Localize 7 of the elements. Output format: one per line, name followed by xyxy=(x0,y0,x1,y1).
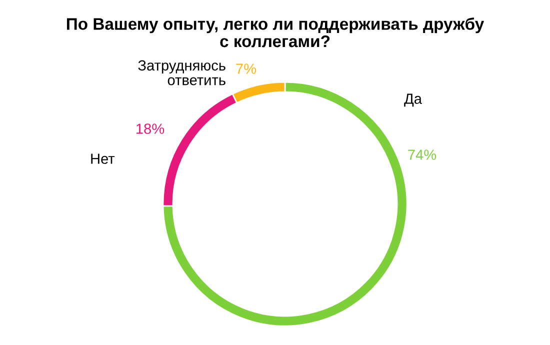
slice-label: Затрудняюсь ответить xyxy=(138,60,226,86)
slice-label: Нет xyxy=(91,154,115,164)
data-label: 74% xyxy=(408,150,436,160)
data-label: 7% xyxy=(236,64,256,74)
data-label: 18% xyxy=(136,124,164,134)
slice-label: Да xyxy=(404,94,422,107)
chart-title: По Вашему опыту, легко ли поддерживать дружбу с коллегами? xyxy=(66,17,484,48)
